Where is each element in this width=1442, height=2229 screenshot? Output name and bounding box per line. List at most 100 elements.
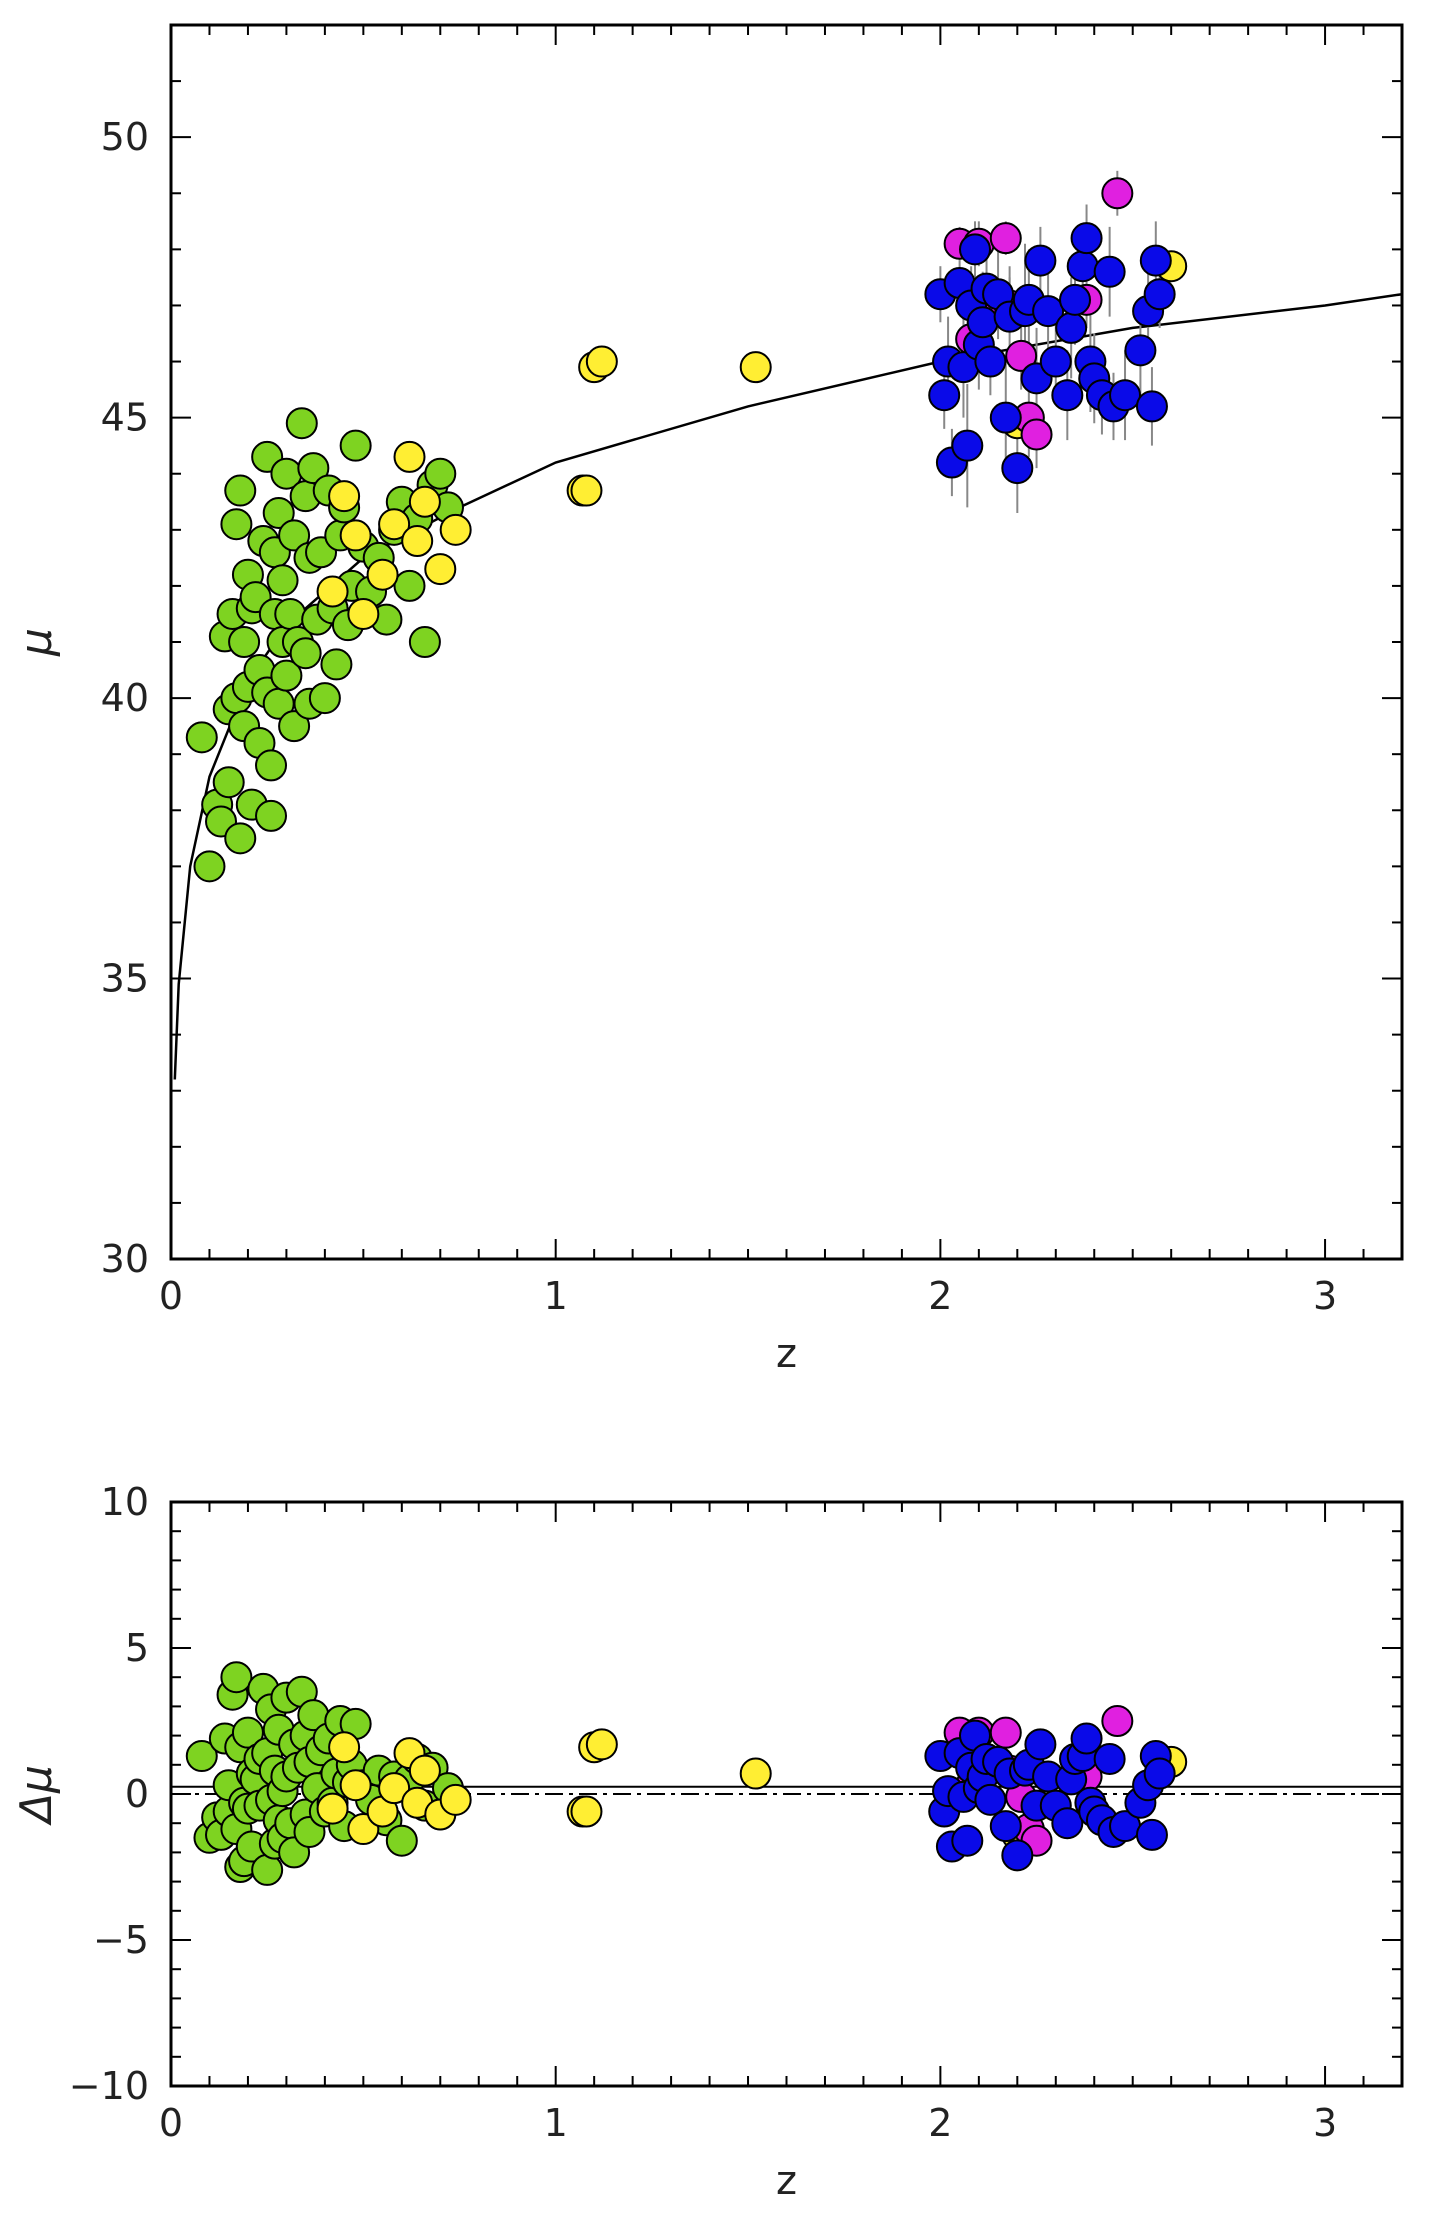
- point-green: [220, 1661, 253, 1694]
- point-green: [228, 626, 261, 658]
- point-green: [297, 452, 330, 485]
- plot-area: [173, 170, 1402, 1080]
- point-green: [385, 1824, 418, 1857]
- y-tick-label: 40: [101, 676, 149, 720]
- y-tick-label: −5: [93, 1918, 149, 1962]
- x-tick-label: 3: [1313, 2101, 1337, 2145]
- x-tick-label: 1: [544, 2101, 568, 2145]
- point-green: [270, 659, 303, 692]
- point-green: [224, 822, 257, 855]
- point-magenta: [989, 222, 1022, 255]
- point-blue: [1024, 1728, 1057, 1761]
- x-tick-label: 1: [544, 1274, 568, 1318]
- point-magenta: [989, 1716, 1022, 1749]
- y-tick-label: 10: [101, 1480, 149, 1524]
- point-green: [339, 429, 372, 462]
- point-yellow: [585, 1728, 618, 1761]
- point-green: [308, 682, 341, 715]
- point-green: [224, 474, 257, 507]
- y-tick-label: 5: [125, 1626, 149, 1670]
- point-green: [393, 569, 426, 602]
- point-yellow: [401, 525, 434, 558]
- x-axis-title: z: [776, 2158, 797, 2204]
- plot-frame: [169, 23, 1404, 1261]
- point-blue: [951, 1824, 984, 1857]
- point-blue: [1066, 250, 1099, 283]
- point-blue: [1070, 1722, 1103, 1755]
- point-yellow: [739, 1757, 772, 1790]
- point-green: [231, 1716, 264, 1749]
- point-yellow: [408, 1754, 441, 1787]
- point-green: [251, 1853, 284, 1886]
- point-blue: [1135, 1818, 1168, 1851]
- point-green: [289, 637, 322, 670]
- point-blue: [1143, 1757, 1176, 1790]
- point-yellow: [393, 440, 426, 473]
- point-yellow: [339, 1769, 372, 1802]
- point-blue: [974, 345, 1007, 378]
- y-tick-label: −10: [69, 2064, 149, 2108]
- point-blue: [989, 401, 1022, 434]
- point-yellow: [570, 474, 603, 507]
- mu-vs-z-panel: 0 1 2 3 30 35 40 45 50 z μ: [11, 23, 1404, 1377]
- point-green: [262, 496, 295, 529]
- point-yellow: [408, 485, 441, 518]
- y-axis-title: Δμ: [11, 1765, 62, 1826]
- point-green: [255, 749, 288, 782]
- point-green: [285, 407, 318, 440]
- point-blue: [928, 379, 961, 412]
- y-tick-label: 45: [101, 396, 149, 440]
- point-blue: [1109, 379, 1142, 412]
- point-magenta: [1005, 339, 1038, 372]
- point-green: [220, 508, 253, 541]
- point-yellow: [316, 1792, 349, 1825]
- point-blue: [1059, 283, 1092, 316]
- point-green: [212, 766, 245, 799]
- point-green: [278, 519, 311, 552]
- point-green: [424, 457, 457, 490]
- point-blue: [966, 306, 999, 339]
- point-yellow: [570, 1795, 603, 1828]
- point-blue: [1051, 379, 1084, 412]
- point-magenta: [1101, 177, 1134, 210]
- x-tick-label: 2: [928, 1274, 952, 1318]
- point-blue: [958, 233, 991, 266]
- point-yellow: [328, 1731, 361, 1764]
- point-blue: [1055, 311, 1088, 344]
- point-blue: [1135, 390, 1168, 423]
- point-blue: [1001, 452, 1034, 485]
- model-curve: [173, 292, 1402, 1080]
- point-green: [185, 721, 218, 754]
- x-axis-title: z: [776, 1331, 797, 1377]
- point-yellow: [316, 575, 349, 608]
- point-yellow: [339, 519, 372, 552]
- point-green: [274, 597, 307, 630]
- point-yellow: [378, 1772, 411, 1805]
- x-tick-label: 0: [159, 2101, 183, 2145]
- y-axis-title: μ: [11, 628, 62, 657]
- x-tick-label: 2: [928, 2101, 952, 2145]
- y-tick-label: 50: [101, 115, 149, 159]
- point-magenta: [1020, 418, 1053, 451]
- point-green: [408, 626, 441, 658]
- point-blue: [1001, 1839, 1034, 1872]
- plot-frame: [169, 1500, 1404, 2088]
- point-blue: [1051, 1807, 1084, 1840]
- point-yellow: [585, 345, 618, 378]
- point-blue: [974, 1783, 1007, 1816]
- point-yellow: [378, 508, 411, 541]
- point-green: [193, 850, 226, 883]
- point-green: [266, 564, 299, 597]
- point-blue: [1143, 278, 1176, 311]
- y-tick-label: 0: [125, 1772, 149, 1816]
- point-yellow: [366, 558, 399, 591]
- point-green: [255, 799, 288, 832]
- point-blue: [1093, 1742, 1126, 1775]
- point-blue: [1024, 244, 1057, 277]
- x-tick-label: 3: [1313, 1274, 1337, 1318]
- y-tick-label: 30: [101, 1237, 149, 1281]
- point-green: [320, 648, 353, 681]
- point-yellow: [439, 513, 472, 546]
- point-blue: [1124, 334, 1157, 367]
- point-blue: [1139, 244, 1172, 277]
